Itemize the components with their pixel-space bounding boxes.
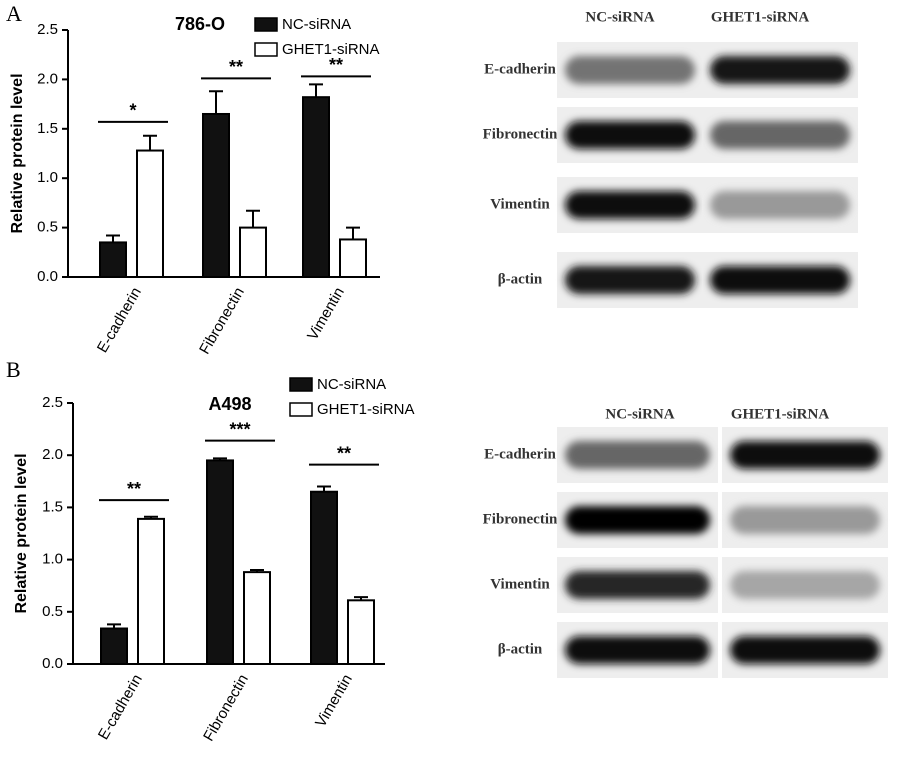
legend-label: NC-siRNA <box>317 376 386 393</box>
blot-band <box>565 56 695 84</box>
significance-label: ** <box>229 57 243 77</box>
x-tick-label: Vimentin <box>304 284 348 343</box>
blot-band <box>565 266 695 294</box>
blot-band <box>565 441 710 469</box>
x-tick-label: Fibronectin <box>200 671 252 744</box>
protein-label: Vimentin <box>490 196 550 212</box>
protein-label: β-actin <box>498 271 543 287</box>
lane-label: NC-siRNA <box>605 406 674 422</box>
blot-band <box>730 636 880 664</box>
error-bar <box>143 134 157 151</box>
y-tick-label: 0.0 <box>37 268 58 285</box>
blot-band <box>710 121 850 149</box>
bar <box>339 238 367 278</box>
blot-band <box>710 191 850 219</box>
bar <box>100 627 128 666</box>
y-tick-label: 2.0 <box>42 446 63 463</box>
legend-label: NC-siRNA <box>282 16 351 33</box>
protein-label: Fibronectin <box>483 126 558 142</box>
error-bar <box>144 515 158 519</box>
y-tick-label: 2.0 <box>37 70 58 87</box>
significance-label: ** <box>127 479 141 499</box>
bar <box>137 517 165 665</box>
x-tick-label: Fibronectin <box>196 284 248 357</box>
bar <box>206 459 234 666</box>
bar <box>99 241 127 278</box>
y-tick-label: 1.0 <box>42 551 63 568</box>
blot-band <box>565 571 710 599</box>
error-bar <box>250 569 264 573</box>
error-bar <box>354 596 368 601</box>
x-tick-label: E-cadherin <box>94 284 145 355</box>
blot-band <box>565 506 710 534</box>
error-bar <box>209 90 223 114</box>
y-tick-label: 0.5 <box>37 219 58 236</box>
legend-swatch <box>289 402 313 417</box>
bar <box>136 149 164 278</box>
panel-label: A <box>6 1 22 26</box>
y-tick-label: 0.5 <box>42 603 63 620</box>
significance-label: *** <box>229 419 250 439</box>
bar <box>347 599 375 665</box>
bar <box>243 571 271 665</box>
y-tick-label: 1.5 <box>37 120 58 137</box>
bar <box>239 226 267 279</box>
y-tick-label: 2.5 <box>42 394 63 411</box>
y-tick-label: 1.5 <box>42 498 63 515</box>
lane-label: GHET1-siRNA <box>731 406 830 422</box>
error-bar <box>106 234 120 243</box>
y-tick-label: 2.5 <box>37 21 58 38</box>
protein-label: E-cadherin <box>484 61 556 77</box>
legend-label: GHET1-siRNA <box>317 401 415 418</box>
blot-band <box>730 506 880 534</box>
lane-label: GHET1-siRNA <box>711 9 810 25</box>
error-bar <box>107 623 121 629</box>
legend-swatch <box>289 377 313 392</box>
blot-band <box>565 636 710 664</box>
x-tick-label: Vimentin <box>312 671 356 730</box>
blot-band <box>730 571 880 599</box>
y-axis-label: Relative protein level <box>13 453 30 613</box>
error-bar <box>309 83 323 98</box>
x-tick-label: E-cadherin <box>95 671 146 742</box>
bar <box>302 96 330 278</box>
protein-label: β-actin <box>498 641 543 657</box>
protein-label: Vimentin <box>490 576 550 592</box>
significance-label: ** <box>329 55 343 75</box>
legend-swatch <box>254 17 278 32</box>
chart-title: A498 <box>208 394 251 414</box>
error-bar <box>246 209 260 228</box>
blot-band <box>565 191 695 219</box>
blot-band <box>710 56 850 84</box>
protein-label: Fibronectin <box>483 511 558 527</box>
lane-label: NC-siRNA <box>585 9 654 25</box>
y-axis-label: Relative protein level <box>9 73 26 233</box>
bar <box>202 112 230 279</box>
error-bar <box>213 457 227 461</box>
legend-swatch <box>254 42 278 57</box>
y-tick-label: 1.0 <box>37 169 58 186</box>
panel-label: B <box>6 357 21 382</box>
significance-label: * <box>129 101 136 121</box>
error-bar <box>317 485 331 492</box>
blot-band <box>710 266 850 294</box>
bar <box>310 490 338 665</box>
error-bar <box>346 226 360 240</box>
protein-label: E-cadherin <box>484 446 556 462</box>
blot-band <box>565 121 695 149</box>
chart-title: 786-O <box>175 14 225 34</box>
legend-label: GHET1-siRNA <box>282 41 380 58</box>
blot-band <box>730 441 880 469</box>
y-tick-label: 0.0 <box>42 655 63 672</box>
significance-label: ** <box>337 443 351 463</box>
